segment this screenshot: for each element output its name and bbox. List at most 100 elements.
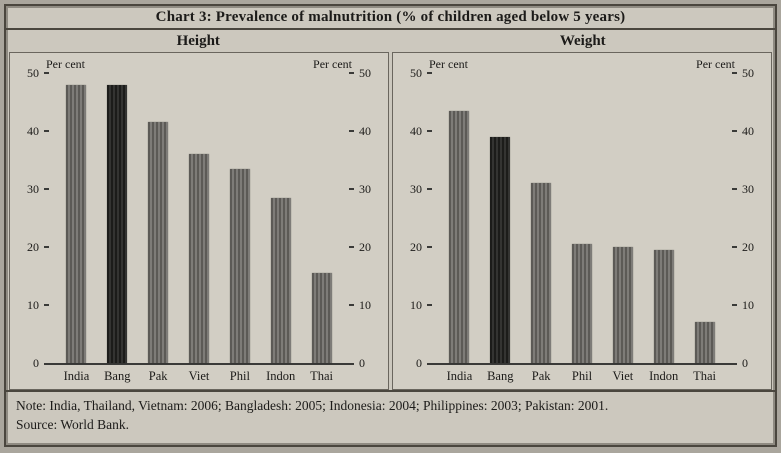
y-axis-unit-left: Per cent	[46, 57, 85, 71]
y-tick-label: 20	[742, 240, 754, 254]
y-tick-mark	[349, 188, 354, 190]
x-label-indon: Indon	[266, 369, 296, 383]
y-tick-label: 40	[742, 124, 754, 138]
y-axis-unit-left: Per cent	[429, 57, 468, 71]
y-tick-mark	[349, 304, 354, 306]
panel-height: Per cent Per cent 0 10 20 30 40 50 0 10 20 30 40 5…	[9, 52, 389, 390]
x-axis-labels-weight: India Bang Pak Phil Viet Indon Thai	[427, 370, 737, 383]
y-tick-label: 10	[27, 298, 39, 312]
y-tick-mark	[732, 304, 737, 306]
x-label-pak: Pak	[531, 369, 551, 383]
y-axis-left: 0 10 20 30 40 50	[14, 67, 44, 369]
y-tick-mark	[44, 188, 49, 190]
y-tick-mark	[427, 188, 432, 190]
bar-india	[56, 73, 97, 363]
y-tick-label: 30	[359, 182, 371, 196]
y-tick-label: 10	[359, 298, 371, 312]
plot-area-weight	[427, 72, 737, 365]
y-tick-mark	[427, 304, 432, 306]
panel-weight: Per cent Per cent 0 10 20 30 40 50 0 10 20 30 40 5…	[392, 52, 772, 390]
y-tick-mark	[732, 246, 737, 248]
y-tick-label: 40	[410, 124, 422, 138]
y-axis-unit-right: Per cent	[696, 57, 735, 71]
bar-phil	[562, 73, 603, 363]
y-tick-label: 0	[33, 356, 39, 370]
bar-bang	[480, 73, 521, 363]
bar-bang	[97, 73, 138, 363]
y-tick-mark	[349, 130, 354, 132]
y-tick-label: 50	[27, 66, 39, 80]
y-tick-mark	[427, 130, 432, 132]
y-tick-mark	[44, 304, 49, 306]
x-label-phil: Phil	[229, 369, 250, 383]
y-tick-label: 0	[742, 356, 748, 370]
bar-india	[439, 73, 480, 363]
y-axis-right: 0 10 20 30 40 50	[354, 67, 384, 369]
y-tick-label: 20	[359, 240, 371, 254]
x-label-indon: Indon	[649, 369, 679, 383]
x-label-bang: Bang	[104, 369, 131, 383]
y-tick-mark	[427, 246, 432, 248]
y-tick-label: 30	[742, 182, 754, 196]
chart-frame: Chart 3: Prevalence of malnutrition (% o…	[4, 4, 777, 447]
bar-pak	[521, 73, 562, 363]
y-tick-label: 40	[27, 124, 39, 138]
y-tick-label: 50	[742, 66, 754, 80]
y-tick-mark	[44, 246, 49, 248]
y-tick-mark	[44, 130, 49, 132]
y-tick-label: 10	[410, 298, 422, 312]
plot-area-height	[44, 72, 354, 365]
x-label-phil: Phil	[571, 369, 593, 383]
y-axis-unit-right: Per cent	[313, 57, 352, 71]
bar-pak	[138, 73, 179, 363]
chart-note-line: Note: India, Thailand, Vietnam: 2006; Ba…	[16, 397, 609, 413]
axis-unit-row: Per cent Per cent	[397, 57, 767, 73]
x-label-bang: Bang	[487, 369, 514, 383]
panel-header-height: Height	[176, 32, 220, 49]
y-axis-left: 0 10 20 30 40 50	[397, 67, 427, 369]
y-tick-mark	[732, 130, 737, 132]
y-tick-label: 40	[359, 124, 371, 138]
y-tick-label: 30	[410, 182, 422, 196]
y-tick-label: 0	[416, 356, 422, 370]
y-tick-label: 10	[742, 298, 754, 312]
panel-header-weight: Weight	[559, 32, 606, 49]
x-label-thai: Thai	[310, 369, 334, 383]
bar-indon	[643, 73, 684, 363]
bars-height	[44, 73, 354, 363]
bar-thai	[684, 73, 725, 363]
y-tick-mark	[349, 72, 354, 74]
bar-phil	[219, 73, 260, 363]
y-tick-mark	[732, 188, 737, 190]
y-tick-label: 20	[410, 240, 422, 254]
chart-notes: Note: India, Thailand, Vietnam: 2006; Ba…	[6, 389, 775, 446]
x-label-viet: Viet	[188, 369, 210, 383]
bar-thai	[301, 73, 342, 363]
y-tick-mark	[44, 72, 49, 74]
x-axis-labels-height: India Bang Pak Viet Phil Indon Thai	[44, 370, 354, 383]
y-tick-mark	[732, 72, 737, 74]
chart-title: Chart 3: Prevalence of malnutrition (% o…	[6, 6, 775, 30]
x-label-india: India	[446, 369, 473, 383]
panel-headers: Height Weight	[6, 30, 775, 52]
y-tick-mark	[349, 246, 354, 248]
y-tick-mark	[427, 72, 432, 74]
bars-weight	[427, 73, 737, 363]
chart-source-line: Source: World Bank.	[16, 417, 130, 433]
y-tick-label: 0	[359, 356, 365, 370]
y-tick-label: 50	[410, 66, 422, 80]
y-axis-right: 0 10 20 30 40 50	[737, 67, 767, 369]
axis-unit-row: Per cent Per cent	[14, 57, 384, 73]
x-label-pak: Pak	[148, 369, 168, 383]
bar-indon	[260, 73, 301, 363]
y-tick-label: 50	[359, 66, 371, 80]
bar-viet	[602, 73, 643, 363]
y-tick-label: 30	[27, 182, 39, 196]
x-label-thai: Thai	[693, 369, 717, 383]
y-tick-label: 20	[27, 240, 39, 254]
panels-row: Per cent Per cent 0 10 20 30 40 50 0 10 20 30 40 5…	[6, 52, 775, 390]
bar-viet	[179, 73, 220, 363]
x-label-india: India	[63, 369, 90, 383]
x-label-viet: Viet	[612, 369, 634, 383]
